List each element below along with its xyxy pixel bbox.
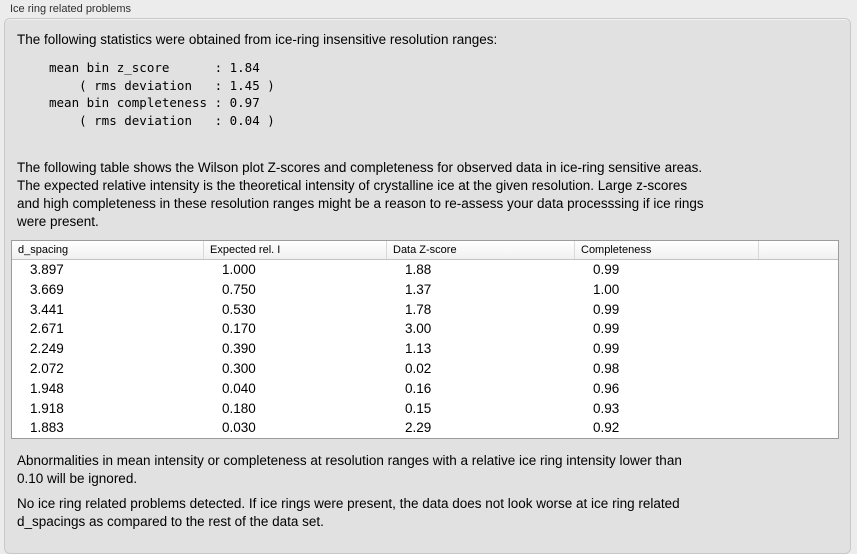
table-cell [759,280,838,300]
table-cell: 0.93 [593,400,620,416]
intro-text: The following statistics were obtained f… [17,32,498,47]
column-header-filler [759,241,838,259]
table-cell: 1.00 [593,281,620,297]
table-cell: 0.750 [222,281,256,297]
table-cell: 3.441 [30,301,64,317]
table-cell: 0.530 [222,301,256,317]
table-row[interactable]: 1.948 0.040 0.16 0.96 [12,379,838,399]
table-cell [759,300,838,320]
table-cell: 0.96 [593,380,620,396]
table-cell [759,399,838,419]
column-header-d-spacing[interactable]: d_spacing [12,241,204,259]
table-cell [759,379,838,399]
table-cell: 1.13 [405,341,432,357]
table-cell: 3.897 [30,262,64,277]
table-cell: 0.300 [222,360,256,376]
table-cell: 0.98 [593,360,620,376]
conclusion-text: No ice ring related problems detected. I… [17,496,680,529]
table-cell: 0.040 [222,380,256,396]
table-row[interactable]: 2.671 0.170 3.00 0.99 [12,319,838,339]
table-cell: 0.15 [405,400,432,416]
table-cell [759,339,838,359]
table-cell: 3.00 [405,321,432,337]
table-cell: 1.000 [222,262,256,277]
table-row[interactable]: 3.441 0.530 1.78 0.99 [12,300,838,320]
ice-ring-table[interactable]: d_spacing Expected rel. I Data Z-score Comp… [11,240,839,440]
table-cell: 2.671 [30,321,64,337]
table-cell: 0.030 [222,420,256,436]
table-cell: 0.16 [405,380,432,396]
ice-ring-panel: The following statistics were obtained f… [4,18,851,554]
table-cell: 0.99 [593,341,620,357]
column-header-data-z-score[interactable]: Data Z-score [387,241,575,259]
table-cell: 0.92 [593,420,620,436]
column-header-completeness[interactable]: Completeness [575,241,759,259]
table-row[interactable]: 2.249 0.390 1.13 0.99 [12,339,838,359]
stats-block: mean bin z_score : 1.84 ( rms deviation … [49,60,275,128]
table-row[interactable]: 2.072 0.300 0.02 0.98 [12,359,838,379]
table-cell [759,418,838,438]
table-cell: 2.249 [30,341,64,357]
description-text: The following table shows the Wilson plo… [17,160,704,229]
group-box-title: Ice ring related problems [10,3,132,15]
table-header: d_spacing Expected rel. I Data Z-score Comp… [12,241,838,260]
table-cell: 1.948 [30,380,64,396]
table-cell: 0.170 [222,321,256,337]
table-cell: 0.180 [222,400,256,416]
column-header-expected-rel-i[interactable]: Expected rel. I [204,241,387,259]
table-row[interactable]: 3.669 0.750 1.37 1.00 [12,280,838,300]
table-cell: 1.37 [405,281,432,297]
table-cell: 0.99 [593,301,620,317]
table-cell: 1.883 [30,420,64,436]
table-cell: 2.29 [405,420,432,436]
table-row[interactable]: 1.918 0.180 0.15 0.93 [12,399,838,419]
footnote-text: Abnormalities in mean intensity or compl… [17,453,682,486]
table-cell [759,260,838,280]
table-cell: 1.78 [405,301,432,317]
table-cell [759,359,838,379]
table-cell: 1.88 [405,262,432,277]
table-cell: 0.99 [593,262,620,277]
table-row[interactable]: 3.897 1.000 1.88 0.99 [12,260,838,280]
table-cell: 0.02 [405,360,432,376]
table-cell: 2.072 [30,360,64,376]
table-cell: 0.390 [222,341,256,357]
table-cell [759,319,838,339]
table-body: 3.897 1.000 1.88 0.99 3.669 0.750 1.37 1.00 3.44… [12,260,838,438]
table-cell: 1.918 [30,400,64,416]
table-row[interactable]: 1.883 0.030 2.29 0.92 [12,418,838,438]
table-cell: 3.669 [30,281,64,297]
table-cell: 0.99 [593,321,620,337]
